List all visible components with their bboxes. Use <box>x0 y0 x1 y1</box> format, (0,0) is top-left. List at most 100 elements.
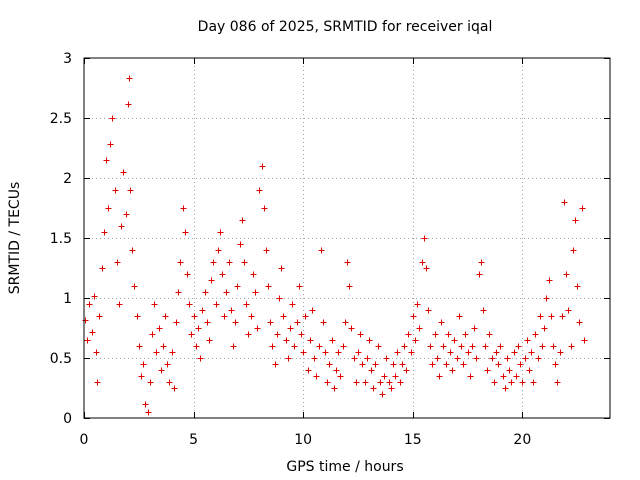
data-point <box>438 319 445 326</box>
data-point <box>177 259 184 266</box>
data-point <box>372 361 379 368</box>
data-point <box>416 325 423 332</box>
data-point <box>429 361 436 368</box>
data-point <box>158 367 165 374</box>
data-point <box>138 373 145 380</box>
data-point <box>311 355 318 362</box>
data-point <box>513 373 520 380</box>
data-point <box>390 361 397 368</box>
data-point <box>462 331 469 338</box>
data-point <box>298 331 305 338</box>
data-point <box>147 379 154 386</box>
data-point <box>213 301 220 308</box>
data-point <box>300 349 307 356</box>
data-point <box>541 325 548 332</box>
data-point <box>283 337 290 344</box>
axis-ticks <box>84 58 610 419</box>
data-point <box>232 319 239 326</box>
data-point <box>202 289 209 296</box>
data-point <box>550 343 557 350</box>
data-point <box>357 331 364 338</box>
data-point <box>478 259 485 266</box>
data-point <box>443 361 450 368</box>
data-point <box>421 235 428 242</box>
data-point <box>217 229 224 236</box>
data-point <box>568 343 575 350</box>
data-point <box>392 373 399 380</box>
data-point <box>399 361 406 368</box>
x-tick-labels: 0 5 10 15 20 <box>80 432 532 448</box>
data-point <box>458 343 465 350</box>
data-point <box>127 187 134 194</box>
data-point <box>366 337 373 344</box>
data-point <box>280 313 287 320</box>
data-point <box>89 329 96 336</box>
data-point <box>401 343 408 350</box>
data-point <box>526 367 533 374</box>
data-point <box>294 319 301 326</box>
data-point <box>447 349 454 356</box>
y-axis-title: SRMTID / TECUs <box>7 182 23 295</box>
data-point <box>322 349 329 356</box>
data-point <box>419 259 426 266</box>
data-point <box>204 319 211 326</box>
data-point <box>248 313 255 320</box>
chart-title: Day 086 of 2025, SRMTID for receiver iqa… <box>198 19 493 35</box>
data-point <box>129 247 136 254</box>
y-tick-label: 2 <box>63 171 72 187</box>
data-point <box>370 385 377 392</box>
data-point <box>250 271 257 278</box>
data-point <box>195 325 202 332</box>
data-point <box>383 355 390 362</box>
data-point <box>543 295 550 302</box>
data-point <box>515 343 522 350</box>
data-point <box>184 271 191 278</box>
data-point <box>353 379 360 386</box>
data-point <box>243 301 250 308</box>
data-point <box>160 343 167 350</box>
data-point <box>112 187 119 194</box>
y-tick-labels: 0 0.5 1 1.5 2 2.5 3 <box>50 51 72 427</box>
data-point <box>316 343 323 350</box>
data-point <box>331 385 338 392</box>
data-point <box>346 283 353 290</box>
data-points <box>82 75 588 416</box>
data-point <box>169 349 176 356</box>
data-point <box>272 361 279 368</box>
data-point <box>460 361 467 368</box>
data-point <box>348 325 355 332</box>
data-point <box>289 301 296 308</box>
data-point <box>151 301 158 308</box>
data-point <box>517 361 524 368</box>
data-point <box>537 313 544 320</box>
data-point <box>351 355 358 362</box>
data-point <box>156 325 163 332</box>
data-point <box>309 307 316 314</box>
data-point <box>465 349 472 356</box>
data-point <box>276 295 283 302</box>
x-axis-title: GPS time / hours <box>286 459 403 475</box>
data-point <box>403 367 410 374</box>
data-point <box>368 367 375 374</box>
data-point <box>107 141 114 148</box>
data-point <box>519 379 526 386</box>
data-point <box>423 265 430 272</box>
data-point <box>256 187 263 194</box>
y-tick-label: 2.5 <box>50 111 72 127</box>
data-point <box>337 373 344 380</box>
data-point <box>427 343 434 350</box>
data-point <box>561 199 568 206</box>
data-point <box>489 355 496 362</box>
data-point <box>267 319 274 326</box>
data-point <box>506 367 513 374</box>
data-point <box>511 349 518 356</box>
data-point <box>197 355 204 362</box>
data-point <box>149 331 156 338</box>
data-point <box>164 361 171 368</box>
data-point <box>199 307 206 314</box>
data-point <box>397 379 404 386</box>
data-point <box>166 379 173 386</box>
data-point <box>528 349 535 356</box>
data-point <box>241 259 248 266</box>
data-point <box>142 401 149 408</box>
